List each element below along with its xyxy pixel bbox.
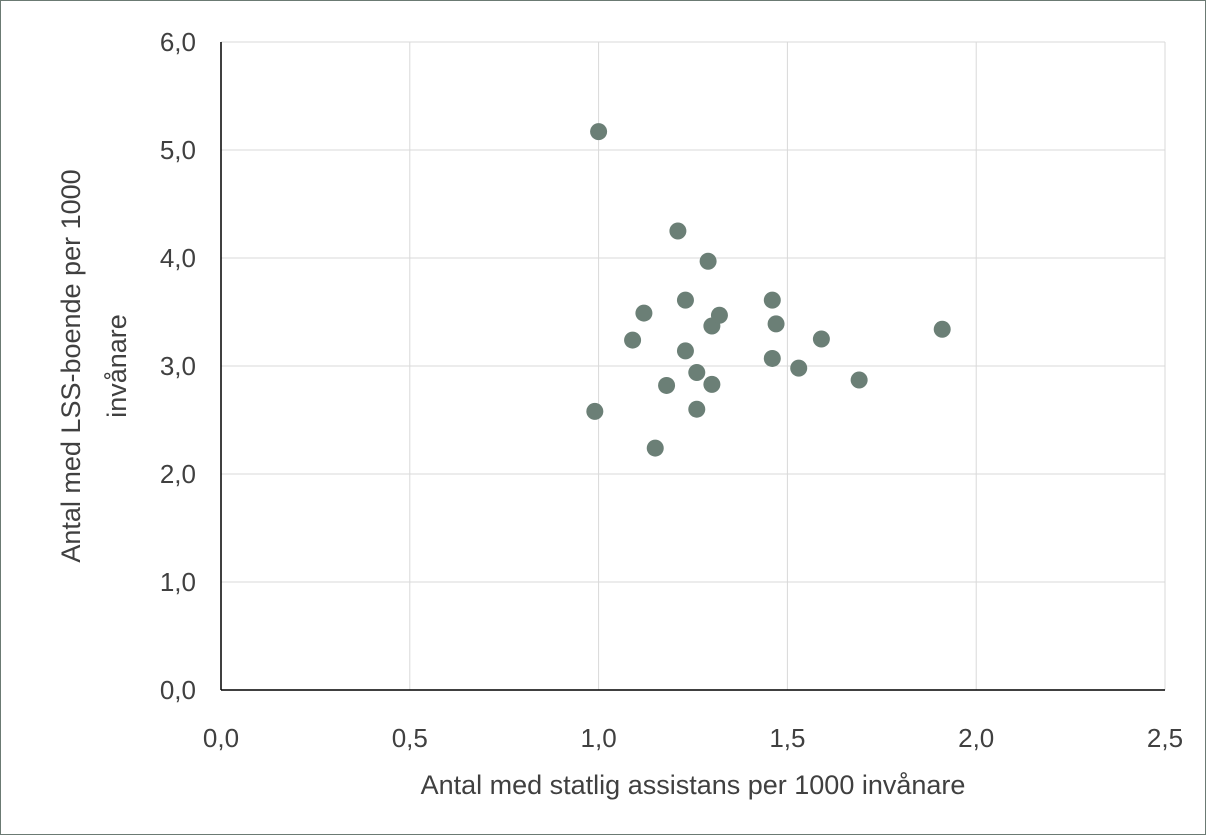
- data-point: [763, 349, 781, 367]
- y-tick-label: 3,0: [160, 351, 196, 381]
- data-point: [688, 400, 706, 418]
- axes: [220, 42, 1165, 691]
- data-point: [590, 123, 608, 141]
- x-tick-label: 1,5: [769, 723, 805, 753]
- data-point: [703, 375, 721, 393]
- x-tick-label: 0,5: [392, 723, 428, 753]
- data-point: [676, 342, 694, 360]
- data-point: [688, 363, 706, 381]
- y-tick-label: 0,0: [160, 675, 196, 705]
- x-tick-label: 1,0: [581, 723, 617, 753]
- y-tick-label: 1,0: [160, 567, 196, 597]
- grid-lines: [221, 41, 1166, 690]
- data-point: [850, 371, 868, 389]
- data-point: [699, 252, 717, 270]
- data-point: [763, 291, 781, 309]
- data-point: [933, 320, 951, 338]
- x-tick-label: 0,0: [203, 723, 239, 753]
- data-point: [710, 306, 728, 324]
- data-point: [624, 331, 642, 349]
- y-axis-title-line-2: invånare: [102, 314, 132, 418]
- y-axis-title: Antal med LSS-boende per 1000 invånare: [56, 169, 132, 562]
- x-tick-label: 2,0: [958, 723, 994, 753]
- y-tick-label: 2,0: [160, 459, 196, 489]
- data-point: [635, 304, 653, 322]
- data-point: [767, 315, 785, 333]
- data-point: [646, 439, 664, 457]
- data-points: [586, 123, 951, 457]
- x-tick-labels: 0,0 0,5 1,0 1,5 2,0 2,5: [203, 723, 1183, 753]
- data-point: [658, 376, 676, 394]
- y-tick-label: 4,0: [160, 243, 196, 273]
- data-point: [669, 222, 687, 240]
- y-tick-label: 6,0: [160, 27, 196, 57]
- y-axis-title-line-1: Antal med LSS-boende per 1000: [56, 169, 86, 562]
- data-point: [790, 359, 808, 377]
- y-tick-label: 5,0: [160, 135, 196, 165]
- x-axis-title: Antal med statlig assistans per 1000 inv…: [421, 770, 966, 800]
- data-point: [676, 291, 694, 309]
- data-point: [586, 402, 604, 420]
- y-tick-labels: 0,0 1,0 2,0 3,0 4,0 5,0 6,0: [160, 27, 196, 705]
- data-point: [812, 330, 830, 348]
- x-tick-label: 2,5: [1147, 723, 1183, 753]
